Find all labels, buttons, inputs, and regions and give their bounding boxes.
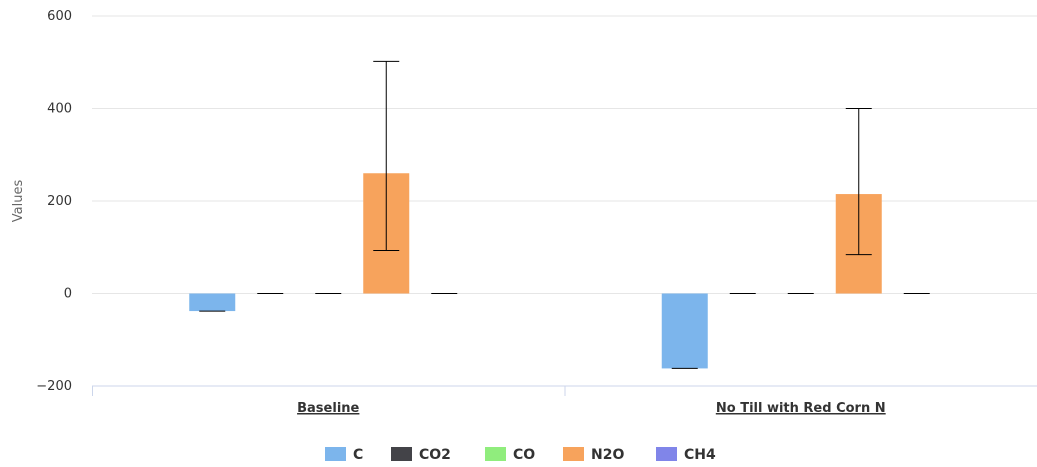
- legend-swatch: [563, 447, 584, 461]
- y-tick-label: 200: [47, 194, 72, 209]
- y-axis-ticks: −200 0 200 400 600: [36, 9, 72, 394]
- bar-c-0[interactable]: [189, 293, 236, 312]
- legend-label: CO: [513, 447, 535, 463]
- y-axis-title: Values: [11, 180, 26, 223]
- y-tick-label: 600: [47, 9, 72, 24]
- legend-label: CH4: [684, 447, 716, 463]
- y-tick-label: 400: [47, 102, 72, 117]
- legend-label: N2O: [591, 447, 624, 463]
- error-bars-layer: [199, 60, 930, 369]
- legend-swatch: [485, 447, 506, 461]
- legend-item-co2[interactable]: CO2: [391, 447, 451, 463]
- legend-swatch: [656, 447, 677, 461]
- bars-layer: [189, 173, 882, 369]
- bar-c-1[interactable]: [661, 293, 708, 369]
- x-axis: Baseline No Till with Red Corn N: [92, 385, 1037, 416]
- legend-item-co[interactable]: CO: [485, 447, 535, 463]
- legend-item-ch4[interactable]: CH4: [656, 447, 716, 463]
- x-category-label[interactable]: No Till with Red Corn N: [716, 401, 886, 416]
- y-tick-label: 0: [64, 287, 72, 302]
- legend-swatch: [391, 447, 412, 461]
- legend[interactable]: C CO2 CO N2O CH4: [325, 447, 716, 463]
- legend-label: C: [353, 447, 363, 463]
- legend-swatch: [325, 447, 346, 461]
- y-tick-label: −200: [36, 379, 72, 394]
- legend-label: CO2: [419, 447, 451, 463]
- legend-item-c[interactable]: C: [325, 447, 363, 463]
- x-category-label[interactable]: Baseline: [297, 401, 359, 416]
- grid-layer: [92, 15, 1037, 294]
- legend-item-n2o[interactable]: N2O: [563, 447, 624, 463]
